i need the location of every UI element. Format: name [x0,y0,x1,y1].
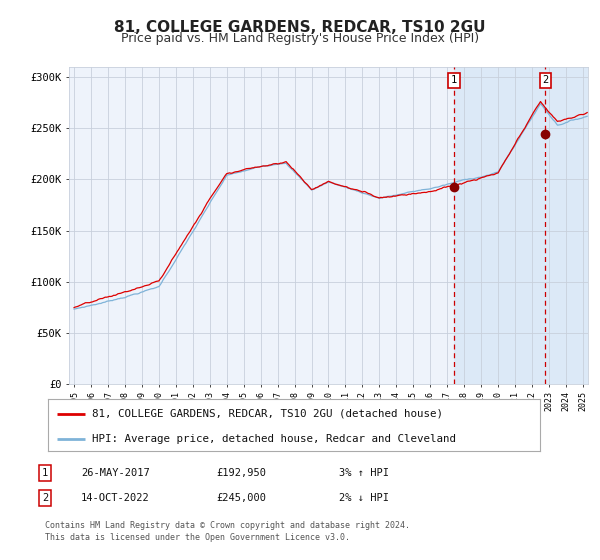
Text: 2: 2 [542,75,548,85]
Text: 3% ↑ HPI: 3% ↑ HPI [339,468,389,478]
Text: 1: 1 [42,468,48,478]
Text: Contains HM Land Registry data © Crown copyright and database right 2024.: Contains HM Land Registry data © Crown c… [45,521,410,530]
Text: Price paid vs. HM Land Registry's House Price Index (HPI): Price paid vs. HM Land Registry's House … [121,32,479,45]
Text: 2% ↓ HPI: 2% ↓ HPI [339,493,389,503]
Text: HPI: Average price, detached house, Redcar and Cleveland: HPI: Average price, detached house, Redc… [92,435,456,445]
Bar [454,67,588,384]
Text: This data is licensed under the Open Government Licence v3.0.: This data is licensed under the Open Gov… [45,533,350,542]
Text: 26-MAY-2017: 26-MAY-2017 [81,468,150,478]
Text: 2: 2 [42,493,48,503]
Text: 81, COLLEGE GARDENS, REDCAR, TS10 2GU (detached house): 81, COLLEGE GARDENS, REDCAR, TS10 2GU (d… [92,409,443,419]
Text: 81, COLLEGE GARDENS, REDCAR, TS10 2GU: 81, COLLEGE GARDENS, REDCAR, TS10 2GU [114,20,486,35]
Text: £192,950: £192,950 [216,468,266,478]
Text: 1: 1 [451,75,457,85]
Text: 14-OCT-2022: 14-OCT-2022 [81,493,150,503]
Text: £245,000: £245,000 [216,493,266,503]
